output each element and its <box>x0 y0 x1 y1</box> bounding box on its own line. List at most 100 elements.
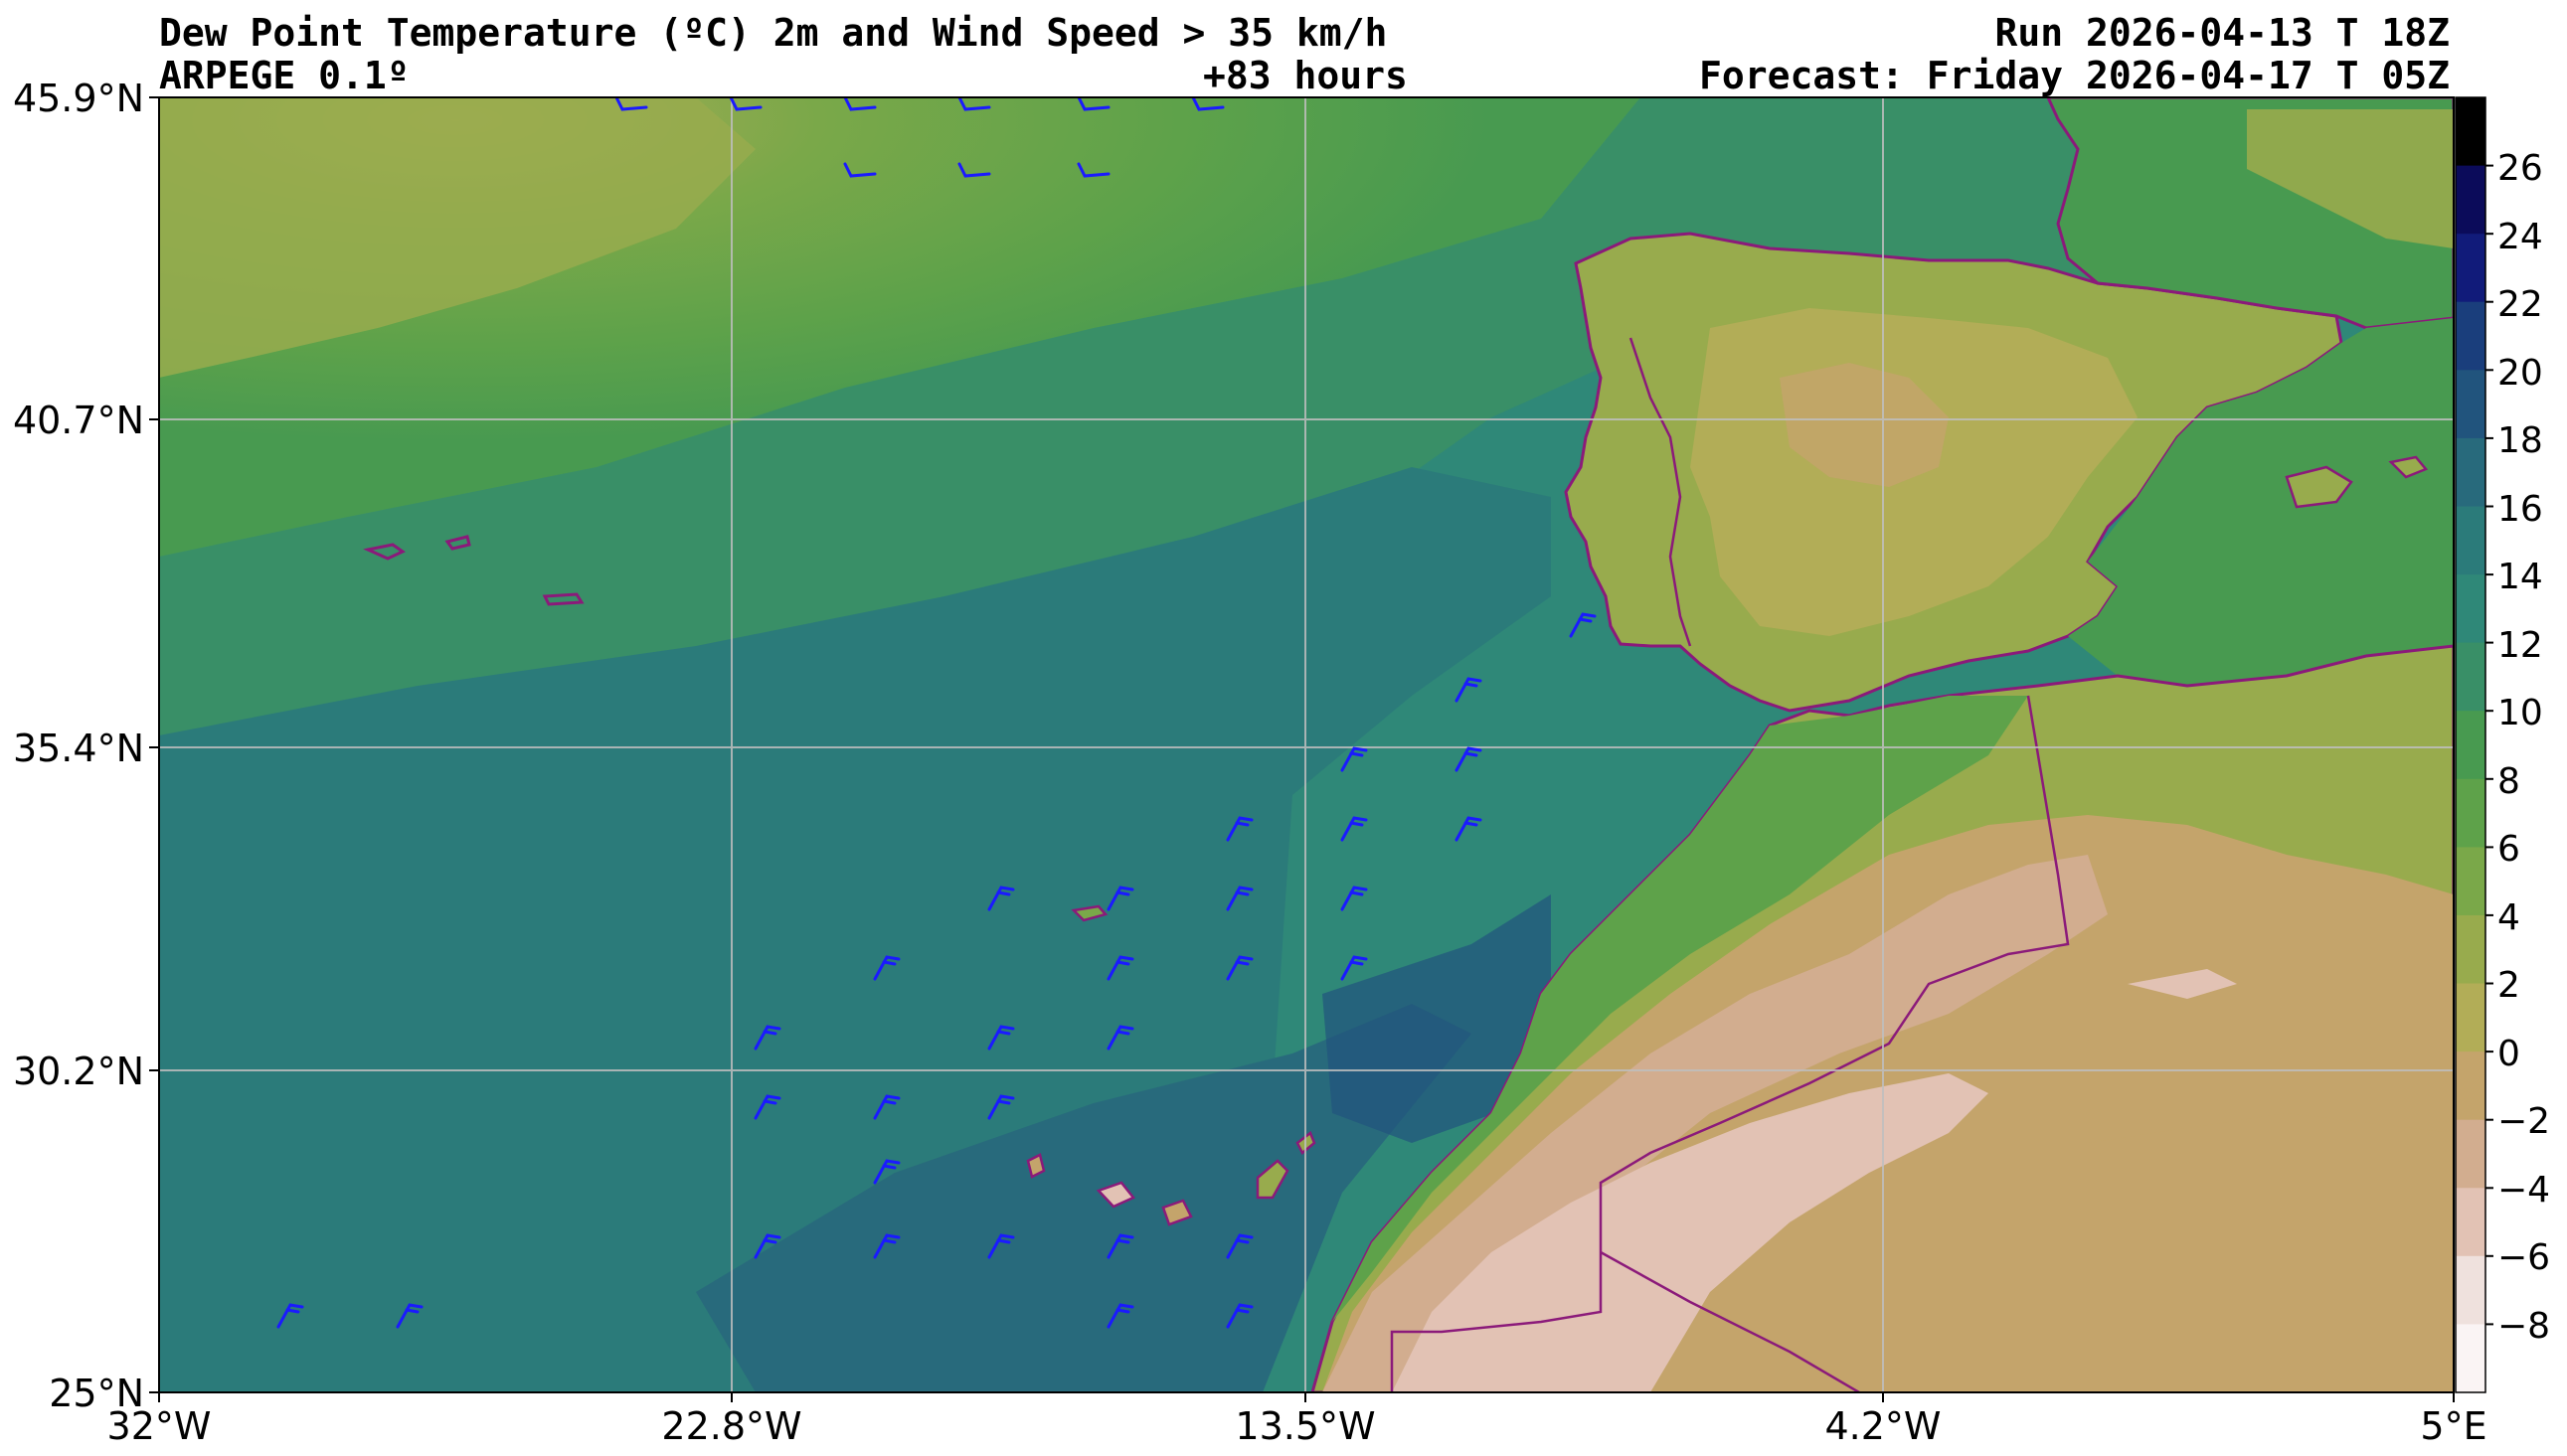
colorbar-label: −6 <box>2497 1237 2550 1278</box>
colorbar-cell <box>2456 642 2485 712</box>
wind-barb-icon <box>1077 162 1111 178</box>
colorbar-label: 6 <box>2497 829 2520 870</box>
wind-barb-icon <box>1191 97 1225 111</box>
balearic-islands <box>2285 465 2353 509</box>
wind-barb-icon <box>754 1025 781 1051</box>
lead-time-label: +83 hours <box>1203 54 1408 97</box>
lat-tick-label: 35.4°N <box>13 727 144 770</box>
canary-island <box>1096 1181 1135 1209</box>
wind-barb-icon <box>1340 746 1368 772</box>
wind-barb-icon <box>1455 746 1482 772</box>
wind-barb-icon <box>1340 886 1368 911</box>
colorbar-cell <box>2456 165 2485 235</box>
colorbar-cell <box>2456 97 2485 167</box>
wind-barb-icon <box>873 1094 901 1120</box>
wind-barb-icon <box>1107 886 1134 911</box>
colorbar-cell <box>2456 437 2485 508</box>
wind-barb-icon <box>843 162 877 178</box>
colorbar-label: 16 <box>2497 489 2543 530</box>
wind-barb-icon <box>987 886 1015 911</box>
wind-barb-icon <box>754 1233 781 1259</box>
colorbar-cell <box>2456 1188 2485 1257</box>
wind-barb-icon <box>1107 1233 1134 1259</box>
colorbar-cell <box>2456 914 2485 985</box>
wind-barb-icon <box>987 1025 1015 1051</box>
wind-barb-icon <box>987 1233 1015 1259</box>
lat-axis: 45.9°N 40.7°N 35.4°N 30.2°N 25°N <box>13 77 159 1415</box>
lon-tick-label: 5°E <box>2420 1404 2486 1448</box>
colorbar-label: −4 <box>2497 1170 2550 1211</box>
wind-barb-icon <box>1340 816 1368 842</box>
colorbar-ticks <box>2485 164 2493 1326</box>
wind-barb-icon <box>1107 1303 1134 1329</box>
lon-tick-label: 4.2°W <box>1824 1404 1941 1448</box>
colorbar-cell <box>2456 847 2485 916</box>
alps-highlands <box>2247 109 2454 248</box>
canary-island <box>1161 1199 1193 1226</box>
run-label: Run 2026-04-13 T 18Z <box>1994 11 2450 55</box>
colorbar-cell <box>2456 1255 2485 1325</box>
madeira-island <box>1071 904 1109 922</box>
colorbar-label: 26 <box>2497 148 2543 189</box>
wind-barb-icon <box>873 1159 901 1185</box>
colorbar-label: −8 <box>2497 1306 2550 1347</box>
colorbar-cell <box>2456 1119 2485 1189</box>
colorbar-label: 12 <box>2497 625 2543 666</box>
wind-barb-icon <box>873 1233 901 1259</box>
colorbar-cell <box>2456 574 2485 644</box>
forecast-label: Forecast: Friday 2026-04-17 T 05Z <box>1699 54 2450 97</box>
azores-island <box>542 592 585 606</box>
wind-barb-icon <box>1226 1233 1254 1259</box>
colorbar-cell <box>2456 234 2485 303</box>
wind-barb-icon <box>957 162 991 178</box>
ocean-canary-band <box>1322 894 1551 1143</box>
lat-tick-label: 45.9°N <box>13 77 144 120</box>
colorbar-cell <box>2456 301 2485 371</box>
colorbar-label: 22 <box>2497 284 2543 325</box>
wind-barbs <box>276 97 1597 1329</box>
sahara-driest <box>1392 1073 1988 1392</box>
border-morocco-algeria <box>1390 695 2070 1392</box>
wind-barb-icon <box>614 97 648 111</box>
wind-barb-icon <box>1226 886 1254 911</box>
lat-tick-label: 40.7°N <box>13 399 144 442</box>
canary-island <box>1256 1159 1289 1200</box>
colorbar-label: 24 <box>2497 217 2543 257</box>
map-title: Dew Point Temperature (ºC) 2m and Wind S… <box>159 11 1388 55</box>
wind-barb-icon <box>1340 955 1368 981</box>
wind-barb-icon <box>987 1094 1015 1120</box>
colorbar-cell <box>2456 506 2485 575</box>
colorbar-label: 8 <box>2497 761 2520 802</box>
iberia-highlands <box>1780 363 1949 487</box>
wind-barb-icon <box>843 97 877 111</box>
wind-barb-icon <box>396 1303 424 1329</box>
colorbar-cell <box>2456 778 2485 848</box>
wind-barb-icon <box>1226 955 1254 981</box>
azores-island <box>444 535 471 551</box>
lon-tick-label: 13.5°W <box>1235 1404 1375 1448</box>
wind-barb-icon <box>1226 816 1254 842</box>
colorbar-cells <box>2456 97 2485 1393</box>
map-area <box>159 97 2454 1392</box>
wind-barb-icon <box>729 97 763 111</box>
wind-barb-icon <box>1226 1303 1254 1329</box>
wind-barb-icon <box>1569 612 1597 638</box>
colorbar-label: −2 <box>2497 1101 2550 1142</box>
colorbar-cell <box>2456 370 2485 439</box>
wind-barb-icon <box>873 955 901 981</box>
balearic-islands-east <box>2388 455 2429 479</box>
desert-high-plain <box>2088 1113 2454 1392</box>
lon-tick-label: 32°W <box>107 1404 212 1448</box>
ocean-deep-band <box>696 1004 1471 1392</box>
wind-barb-icon <box>1077 97 1111 111</box>
wind-barb-icon <box>754 1094 781 1120</box>
wind-barb-icon <box>1107 1025 1134 1051</box>
colorbar-label: 4 <box>2497 897 2520 938</box>
colorbar-label: 0 <box>2497 1034 2520 1074</box>
colorbar-frame <box>2455 96 2486 1393</box>
colorbar-label: 10 <box>2497 693 2543 733</box>
lat-tick-label: 30.2°N <box>13 1050 144 1093</box>
colorbar-cell <box>2456 983 2485 1052</box>
model-label: ARPEGE 0.1º <box>159 54 410 97</box>
